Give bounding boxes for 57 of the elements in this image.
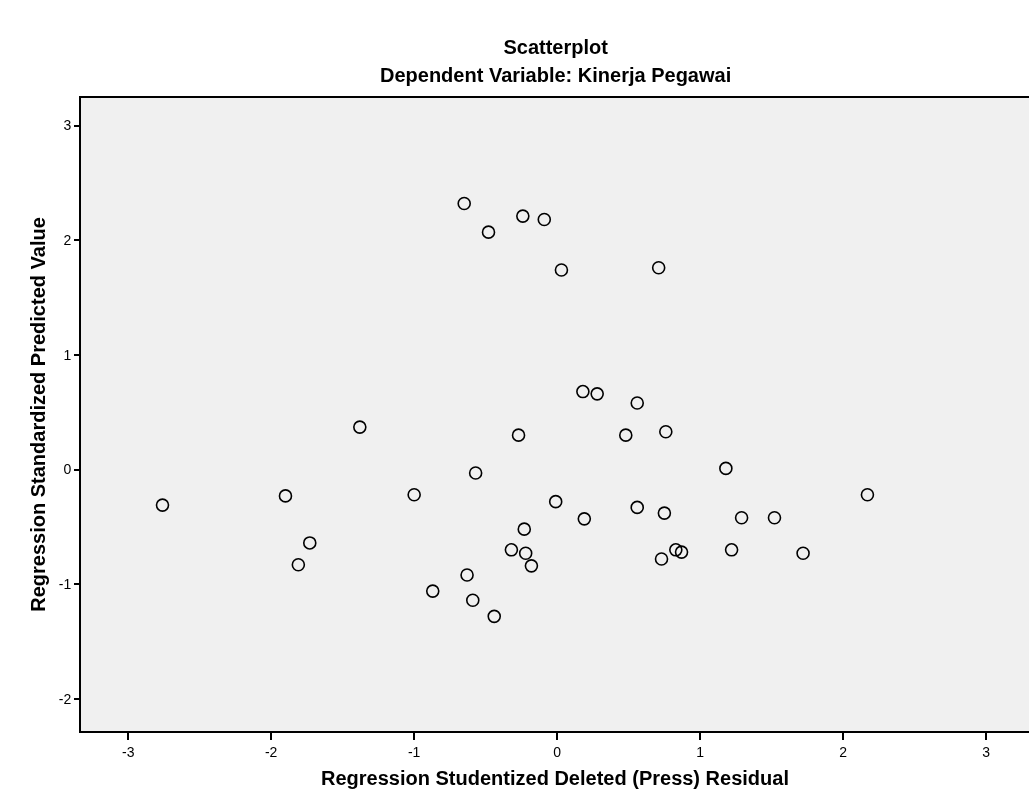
point: [302, 536, 317, 550]
point: [517, 522, 532, 536]
y-tick-label: -1: [58, 576, 72, 593]
point: [353, 420, 367, 434]
point: [457, 196, 471, 211]
x-tick-label: 2: [839, 743, 848, 760]
point: [630, 500, 645, 515]
point: [618, 428, 633, 442]
point: [481, 225, 496, 239]
point: [657, 506, 672, 520]
y-tick-label: 0: [63, 461, 72, 478]
point: [465, 593, 480, 608]
y-tick-label: -2: [58, 690, 72, 707]
point: [576, 384, 590, 399]
point: [504, 543, 519, 557]
x-tick-label: -1: [407, 743, 421, 760]
point: [524, 559, 539, 573]
point: [155, 498, 170, 512]
point: [654, 552, 669, 566]
x-tick-label: -2: [264, 743, 278, 760]
point: [518, 546, 533, 561]
point: [674, 545, 689, 559]
point: [659, 424, 673, 439]
y-tick-label: 1: [63, 346, 72, 363]
point: [630, 396, 645, 410]
point: [516, 209, 530, 223]
point: [425, 584, 440, 598]
point: [460, 568, 474, 582]
point: [291, 557, 306, 572]
y-axis-title: Regression Standardized Predicted Value: [26, 217, 49, 612]
x-tick-label: 0: [553, 743, 562, 760]
x-tick-label: -3: [121, 743, 135, 760]
point: [278, 489, 293, 503]
point: [651, 260, 666, 275]
point: [537, 212, 552, 227]
point: [511, 428, 526, 442]
point: [734, 510, 749, 525]
point: [407, 487, 421, 502]
point: [468, 466, 483, 480]
point: [724, 543, 739, 557]
x-tick-label: 3: [982, 743, 991, 760]
point: [548, 494, 563, 509]
point: [767, 510, 782, 525]
chart-subtitle: Dependent Variable: Kinerja Pegawai: [380, 64, 732, 86]
chart-title: Scatterplot: [503, 36, 609, 59]
point: [590, 387, 604, 401]
point: [487, 609, 502, 624]
point: [719, 461, 733, 476]
point: [860, 487, 875, 502]
point: [554, 263, 569, 277]
y-tick-label: 3: [63, 117, 72, 134]
y-tick-label: 2: [63, 232, 72, 249]
point: [577, 512, 592, 526]
point: [669, 543, 683, 557]
x-axis-title: Regression Studentized Deleted (Press) Residual: [321, 766, 789, 789]
point: [796, 546, 810, 561]
x-tick-label: 1: [696, 743, 705, 760]
